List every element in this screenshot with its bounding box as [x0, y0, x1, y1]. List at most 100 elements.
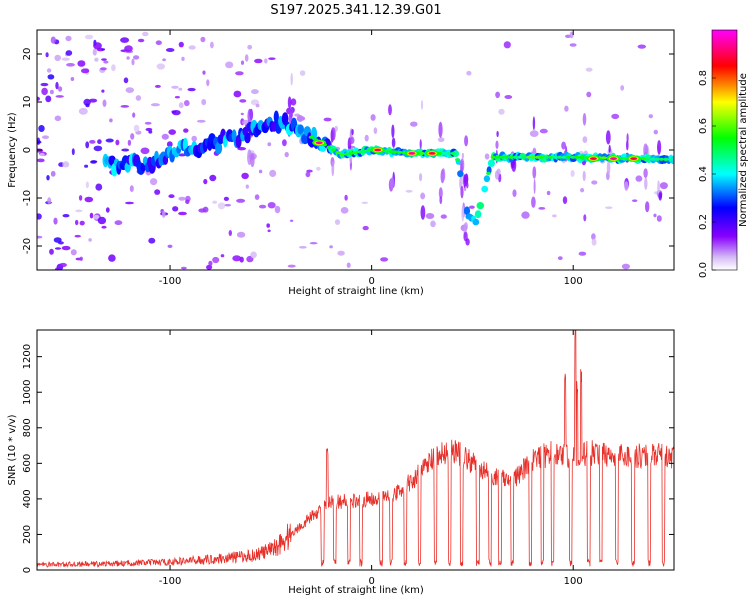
y-tick-label: 1200: [22, 344, 33, 369]
spectrogram-x-axis-label: Height of straight line (km): [288, 286, 424, 297]
heat-cell: [88, 238, 92, 242]
x-tick-label: 0: [368, 276, 374, 287]
heat-cell: [266, 223, 271, 228]
heat-cell: [40, 82, 49, 87]
heat-cell: [114, 220, 123, 226]
colorbar-ticks: 0.0 0.2 0.4 0.6 0.8: [698, 70, 716, 278]
heat-cell: [494, 155, 500, 159]
heat-cell: [420, 205, 426, 220]
heat-cell: [62, 161, 70, 168]
heat-cell: [531, 196, 536, 208]
heat-cell: [168, 129, 176, 135]
heat-cell: [49, 89, 54, 95]
heat-cell: [37, 213, 42, 220]
heat-cell: [46, 68, 52, 73]
heat-cell: [236, 231, 246, 238]
heat-cell: [223, 196, 229, 201]
heat-cell: [504, 95, 513, 99]
heat-cell: [46, 175, 50, 181]
heat-cell: [250, 99, 260, 106]
heat-cell: [650, 157, 656, 161]
heat-cell: [498, 108, 505, 115]
heat-cell: [233, 90, 242, 98]
heat-cell: [108, 254, 116, 262]
heat-cell: [494, 170, 500, 180]
heat-cell: [644, 177, 648, 190]
heat-cell: [455, 158, 460, 162]
heat-peak: [589, 157, 597, 161]
heat-cell: [284, 151, 289, 158]
heat-cell: [241, 172, 249, 180]
heat-cell: [348, 151, 354, 155]
y-tick-label: -20: [22, 238, 33, 254]
heat-cell: [37, 158, 45, 163]
heat-cell: [49, 248, 54, 255]
heat-cell: [54, 115, 62, 122]
heat-cell: [495, 91, 500, 99]
heat-cell: [667, 157, 673, 162]
heat-cell: [102, 99, 107, 107]
heat-cell: [430, 220, 436, 228]
heat-cell: [405, 189, 413, 193]
heat-cell: [457, 170, 464, 178]
heat-cell: [390, 177, 395, 189]
heat-cell: [641, 157, 647, 161]
heat-cell: [140, 163, 146, 172]
heat-cell: [465, 238, 470, 246]
heat-cell: [601, 156, 607, 160]
heat-cell: [329, 245, 333, 249]
heat-cell: [388, 150, 394, 154]
heat-cell: [503, 41, 511, 49]
heat-cell: [419, 173, 423, 182]
heat-cell: [580, 188, 585, 193]
heat-cell: [125, 201, 134, 205]
heat-cell: [93, 145, 103, 152]
heat-cell: [181, 56, 185, 62]
heat-cell: [206, 79, 210, 87]
y-tick-label: 400: [22, 489, 33, 508]
heat-cell: [97, 139, 102, 145]
heat-cell: [461, 152, 465, 159]
heat-cell: [591, 233, 596, 241]
heat-cell: [131, 58, 135, 66]
heat-cell: [620, 85, 625, 91]
heat-cell: [244, 132, 251, 144]
heat-cell: [330, 148, 336, 152]
heat-cell: [168, 194, 175, 199]
heat-cell: [191, 135, 197, 142]
heat-cell: [85, 141, 90, 149]
heat-cell: [512, 189, 517, 197]
heat-cell: [178, 102, 184, 109]
heat-cell: [438, 121, 443, 138]
heat-cell: [533, 178, 536, 194]
heat-cell: [301, 133, 309, 145]
heat-cell: [206, 264, 213, 270]
heat-cell: [337, 250, 345, 256]
heat-cell: [632, 199, 638, 202]
heat-cell: [95, 183, 103, 191]
heat-cell: [606, 160, 611, 175]
heat-cell: [254, 58, 263, 64]
heat-cell: [161, 133, 169, 140]
heat-cell: [188, 45, 196, 50]
heat-cell: [267, 202, 276, 209]
heat-cell: [397, 150, 403, 154]
heat-cell: [657, 140, 662, 155]
heat-cell: [362, 225, 369, 231]
heat-cell: [58, 86, 63, 92]
heat-cell: [437, 137, 445, 143]
heat-cell: [217, 202, 226, 210]
heat-cell: [132, 112, 136, 118]
x-tick-label: 100: [564, 276, 583, 287]
heat-cell: [659, 182, 668, 190]
heat-cell: [331, 160, 335, 177]
y-tick-label: 10: [22, 96, 33, 109]
heat-cell: [210, 41, 214, 49]
y-tick-label: 1000: [22, 379, 33, 404]
heat-cell: [90, 160, 98, 163]
y-tick-label: 0: [22, 567, 33, 573]
heat-cell: [178, 87, 183, 91]
heat-cell: [530, 155, 536, 159]
heat-cell: [268, 57, 276, 60]
heat-peak: [315, 141, 323, 145]
